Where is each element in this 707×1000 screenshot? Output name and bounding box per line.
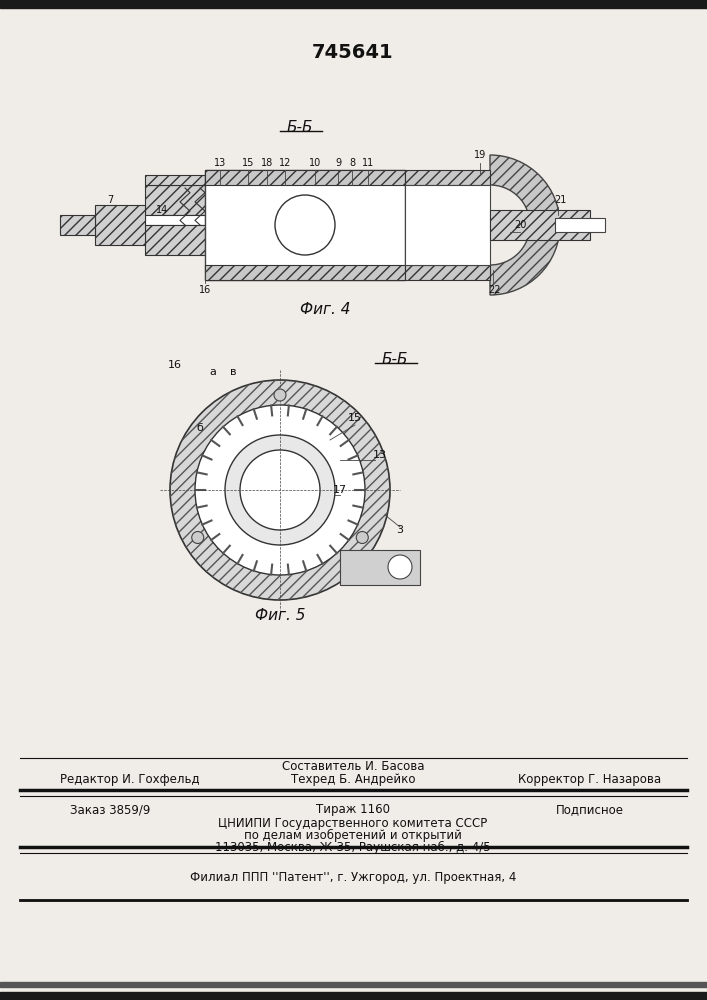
Text: 13: 13: [214, 158, 226, 168]
Bar: [205, 170, 405, 185]
Bar: [405, 265, 490, 280]
Bar: [205, 170, 405, 280]
Bar: [405, 185, 490, 265]
Text: 113035, Москва, Ж-35, Раушская наб., д. 4/5: 113035, Москва, Ж-35, Раушская наб., д. …: [215, 840, 491, 854]
Bar: [405, 170, 490, 185]
Text: Техред Б. Андрейко: Техред Б. Андрейко: [291, 774, 415, 786]
Text: 8: 8: [349, 158, 355, 168]
Text: 18: 18: [261, 158, 273, 168]
Text: 7: 7: [107, 195, 113, 205]
Text: Заказ 3859/9: Заказ 3859/9: [70, 804, 150, 816]
Circle shape: [388, 555, 412, 579]
Bar: [145, 185, 205, 215]
Text: Тираж 1160: Тираж 1160: [316, 804, 390, 816]
Text: 15: 15: [242, 158, 255, 168]
Text: 16: 16: [199, 285, 211, 295]
Ellipse shape: [275, 195, 335, 255]
Circle shape: [170, 380, 390, 600]
Text: 10: 10: [309, 158, 321, 168]
Circle shape: [192, 532, 204, 544]
Circle shape: [356, 532, 368, 544]
Text: 21: 21: [554, 195, 566, 205]
Text: 745641: 745641: [312, 42, 394, 62]
Text: Фиг. 4: Фиг. 4: [300, 302, 350, 318]
Text: 3: 3: [397, 525, 404, 535]
Text: Подписное: Подписное: [556, 804, 624, 816]
Circle shape: [240, 450, 320, 530]
Text: Фиг. 5: Фиг. 5: [255, 607, 305, 622]
Bar: [145, 175, 205, 185]
Bar: [60, 215, 95, 235]
Text: Редактор И. Гохфельд: Редактор И. Гохфельд: [60, 774, 200, 786]
Text: ЦНИИПИ Государственного комитета СССР: ЦНИИПИ Государственного комитета СССР: [218, 816, 488, 830]
Text: Корректор Г. Назарова: Корректор Г. Назарова: [518, 774, 662, 786]
Text: Б-Б: Б-Б: [287, 120, 313, 135]
Bar: [95, 205, 145, 245]
Bar: [0, 982, 707, 987]
Bar: [340, 550, 420, 585]
Text: 14: 14: [156, 205, 168, 215]
Text: 11: 11: [362, 158, 374, 168]
Bar: [555, 218, 605, 232]
Text: 16: 16: [168, 360, 182, 370]
Text: 17: 17: [333, 485, 347, 495]
Text: a: a: [209, 367, 216, 377]
Text: 20: 20: [514, 220, 526, 230]
Circle shape: [274, 389, 286, 401]
Bar: [145, 215, 205, 225]
Bar: [145, 225, 205, 255]
Text: 22: 22: [489, 285, 501, 295]
Circle shape: [225, 435, 335, 545]
Text: 9: 9: [335, 158, 341, 168]
Text: в: в: [230, 367, 236, 377]
Text: по делам изобретений и открытий: по делам изобретений и открытий: [244, 828, 462, 842]
Text: 12: 12: [279, 158, 291, 168]
Text: Составитель И. Басова: Составитель И. Басова: [282, 760, 424, 774]
Bar: [0, 992, 707, 1000]
Text: 15: 15: [348, 413, 362, 423]
Bar: [490, 210, 590, 240]
Text: б: б: [197, 423, 204, 433]
Bar: [0, 0, 707, 8]
Text: Б-Б: Б-Б: [382, 353, 408, 367]
Text: 13: 13: [373, 450, 387, 460]
Circle shape: [195, 405, 365, 575]
Text: Филиал ППП ''Патент'', г. Ужгород, ул. Проектная, 4: Филиал ППП ''Патент'', г. Ужгород, ул. П…: [189, 871, 516, 884]
Text: 19: 19: [474, 150, 486, 160]
Wedge shape: [490, 155, 560, 295]
Bar: [205, 265, 405, 280]
